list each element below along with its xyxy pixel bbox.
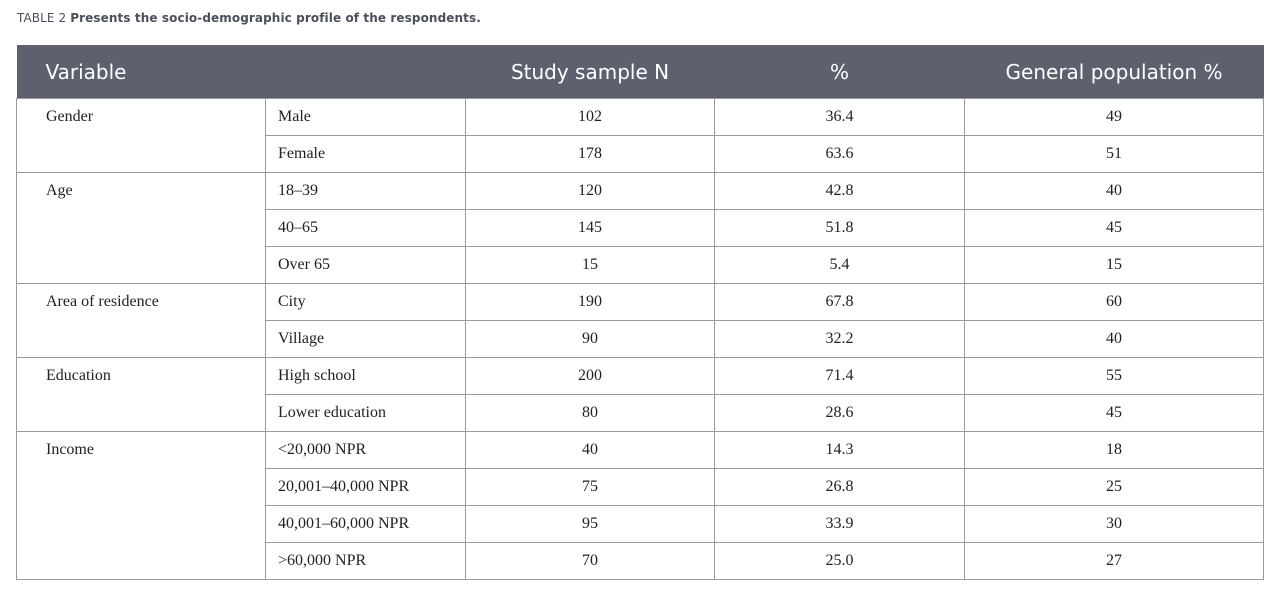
percent-cell: 36.4	[714, 98, 966, 136]
general-population-cell: 51	[964, 135, 1265, 173]
study-sample-cell: 190	[465, 283, 716, 321]
percent-cell: 26.8	[714, 468, 966, 506]
study-sample-cell: 95	[465, 505, 716, 543]
percent-cell: 63.6	[714, 135, 966, 173]
percent-cell: 67.8	[714, 283, 966, 321]
variable-cell: Education	[16, 357, 266, 432]
general-population-cell: 40	[964, 320, 1265, 358]
category-cell: Over 65	[264, 246, 467, 284]
table-caption-title: Presents the socio-demographic profile o…	[70, 11, 481, 25]
study-sample-cell: 70	[465, 542, 716, 580]
category-cell: 18–39	[264, 172, 467, 210]
table-row: Female 178 63.6 51	[17, 135, 1265, 173]
header-variable: Variable	[16, 45, 466, 99]
table-row: Lower education 80 28.6 45	[17, 394, 1265, 432]
category-cell: Lower education	[264, 394, 467, 432]
general-population-cell: 30	[964, 505, 1265, 543]
study-sample-cell: 145	[465, 209, 716, 247]
study-sample-cell: 75	[465, 468, 716, 506]
study-sample-cell: 80	[465, 394, 716, 432]
percent-cell: 51.8	[714, 209, 966, 247]
general-population-cell: 15	[964, 246, 1265, 284]
header-row: Variable Study sample N % General popula…	[16, 45, 1264, 99]
table-row: 40,001–60,000 NPR 95 33.9 30	[17, 505, 1265, 543]
table-row: Age 18–39 120 42.8 40	[16, 172, 1265, 284]
variable-cell: Area of residence	[16, 283, 266, 358]
category-cell: 20,001–40,000 NPR	[264, 468, 467, 506]
percent-cell: 5.4	[714, 246, 966, 284]
general-population-cell: 25	[964, 468, 1265, 506]
general-population-cell: 27	[964, 542, 1265, 580]
category-cell: Village	[264, 320, 467, 358]
percent-cell: 71.4	[714, 357, 966, 395]
percent-cell: 42.8	[714, 172, 966, 210]
percent-cell: 28.6	[714, 394, 966, 432]
general-population-cell: 45	[964, 209, 1265, 247]
table-body: Gender Male 102 36.4 49 Female 178 63.6 51 Age 18–…	[16, 98, 1265, 580]
header-study-sample: Study sample N	[465, 45, 715, 99]
socio-demographic-table: Variable Study sample N % General popula…	[16, 45, 1265, 580]
category-cell: <20,000 NPR	[264, 431, 467, 469]
general-population-cell: 18	[964, 431, 1265, 469]
category-cell: >60,000 NPR	[264, 542, 467, 580]
variable-cell: Age	[16, 172, 266, 284]
table-row: Village 90 32.2 40	[17, 320, 1265, 358]
variable-cell: Income	[16, 431, 266, 580]
study-sample-cell: 178	[465, 135, 716, 173]
study-sample-cell: 102	[465, 98, 716, 136]
table-row: Education High school 200 71.4 55	[16, 357, 1265, 432]
table-row: Area of residence City 190 67.8 60	[16, 283, 1265, 358]
variable-cell: Gender	[16, 98, 266, 173]
header-general-population: General population %	[964, 45, 1264, 99]
study-sample-cell: 200	[465, 357, 716, 395]
general-population-cell: 60	[964, 283, 1265, 321]
percent-cell: 33.9	[714, 505, 966, 543]
general-population-cell: 49	[964, 98, 1265, 136]
category-cell: City	[264, 283, 467, 321]
category-cell: High school	[264, 357, 467, 395]
table-row: Gender Male 102 36.4 49	[16, 98, 1265, 173]
percent-cell: 25.0	[714, 542, 966, 580]
header-percent: %	[714, 45, 965, 99]
study-sample-cell: 40	[465, 431, 716, 469]
table-row: 40–65 145 51.8 45	[17, 209, 1265, 247]
general-population-cell: 55	[964, 357, 1265, 395]
table-row: Over 65 15 5.4 15	[17, 246, 1265, 284]
general-population-cell: 40	[964, 172, 1265, 210]
table-caption: TABLE 2 Presents the socio-demographic pr…	[17, 11, 481, 25]
study-sample-cell: 120	[465, 172, 716, 210]
percent-cell: 32.2	[714, 320, 966, 358]
table-row: >60,000 NPR 70 25.0 27	[17, 542, 1265, 580]
general-population-cell: 45	[964, 394, 1265, 432]
category-cell: Male	[264, 98, 467, 136]
percent-cell: 14.3	[714, 431, 966, 469]
table-row: Income <20,000 NPR 40 14.3 18	[16, 431, 1265, 580]
table-caption-label: TABLE 2	[17, 11, 67, 25]
study-sample-cell: 90	[465, 320, 716, 358]
category-cell: Female	[264, 135, 467, 173]
category-cell: 40–65	[264, 209, 467, 247]
study-sample-cell: 15	[465, 246, 716, 284]
table-row: 20,001–40,000 NPR 75 26.8 25	[17, 468, 1265, 506]
category-cell: 40,001–60,000 NPR	[264, 505, 467, 543]
table-header: Variable Study sample N % General popula…	[16, 45, 1264, 99]
